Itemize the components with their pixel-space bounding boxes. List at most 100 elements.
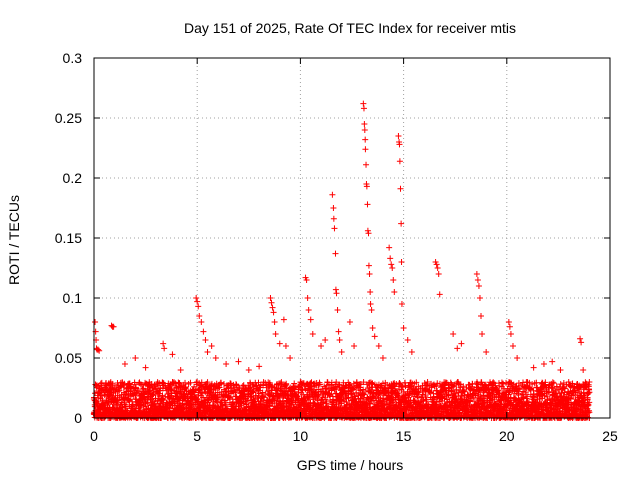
- data-point: [114, 397, 121, 404]
- data-point: [351, 343, 358, 349]
- y-tick-label: 0.05: [55, 350, 82, 366]
- y-tick-label: 0: [74, 410, 82, 426]
- data-point: [92, 319, 99, 325]
- data-point: [397, 185, 404, 192]
- data-point: [361, 127, 368, 133]
- y-tick-label: 0.15: [55, 230, 82, 246]
- data-points: [90, 100, 593, 421]
- data-point: [322, 337, 329, 343]
- data-point: [137, 381, 144, 388]
- data-point: [269, 304, 276, 311]
- data-point: [361, 121, 368, 127]
- data-point: [400, 325, 407, 331]
- data-point: [578, 339, 585, 346]
- data-point: [483, 349, 490, 355]
- x-tick-label: 15: [396, 428, 412, 444]
- data-point: [332, 250, 339, 257]
- data-point: [157, 384, 164, 391]
- data-point: [364, 201, 371, 208]
- data-point: [256, 363, 263, 370]
- x-tick-label: 20: [499, 428, 515, 444]
- data-point: [387, 255, 394, 262]
- data-point: [195, 303, 202, 310]
- data-point: [362, 136, 369, 143]
- data-point: [540, 361, 547, 367]
- data-point: [307, 316, 314, 323]
- y-tick-label: 0.2: [63, 170, 83, 186]
- data-point: [363, 161, 370, 168]
- data-point: [475, 283, 482, 289]
- data-point: [194, 298, 201, 305]
- x-tick-label: 0: [90, 428, 98, 444]
- data-point: [334, 307, 341, 313]
- data-point: [507, 331, 514, 337]
- data-point: [204, 349, 211, 355]
- data-point: [368, 307, 375, 313]
- data-point: [509, 343, 516, 349]
- data-point: [271, 319, 278, 325]
- data-point: [479, 331, 486, 337]
- data-point: [149, 392, 156, 399]
- x-axis-label: GPS time / hours: [297, 457, 404, 473]
- data-point: [514, 355, 521, 361]
- data-point: [436, 291, 443, 298]
- y-tick-label: 0.25: [55, 110, 82, 126]
- data-point: [506, 323, 513, 330]
- data-point: [388, 261, 395, 268]
- data-point: [160, 397, 167, 404]
- data-point: [304, 295, 311, 301]
- data-point: [270, 309, 277, 316]
- data-point: [366, 271, 373, 277]
- data-point: [338, 349, 345, 355]
- data-point: [193, 295, 200, 301]
- data-point: [362, 146, 369, 153]
- data-point: [208, 343, 215, 349]
- data-point: [404, 337, 411, 343]
- data-point: [223, 361, 230, 367]
- data-point: [305, 307, 312, 313]
- data-point: [360, 105, 367, 112]
- x-tick-label: 10: [293, 428, 309, 444]
- data-point: [195, 392, 202, 399]
- data-point: [474, 277, 481, 283]
- data-point: [336, 337, 343, 343]
- data-point: [395, 133, 402, 139]
- data-point: [198, 319, 205, 325]
- y-axis-label: ROTI / TECUs: [6, 195, 22, 285]
- data-point: [267, 295, 274, 301]
- data-point: [367, 301, 374, 307]
- data-point: [159, 379, 166, 386]
- data-point: [132, 355, 139, 361]
- data-point: [478, 313, 484, 319]
- data-point: [476, 295, 483, 301]
- data-point: [560, 380, 567, 387]
- data-point: [287, 355, 294, 361]
- data-point: [199, 390, 206, 397]
- data-point: [360, 100, 367, 107]
- data-point: [549, 358, 556, 365]
- data-point: [371, 333, 378, 340]
- data-point: [577, 335, 584, 342]
- data-point: [329, 191, 336, 198]
- data-point: [140, 385, 147, 392]
- data-point: [198, 379, 205, 386]
- data-point: [530, 364, 537, 371]
- data-point: [126, 380, 133, 387]
- data-point: [396, 158, 403, 165]
- data-point: [580, 367, 587, 373]
- data-point: [276, 340, 283, 347]
- data-point: [398, 220, 405, 227]
- data-point: [346, 319, 353, 325]
- data-point: [454, 345, 461, 352]
- data-point: [408, 349, 415, 355]
- data-point: [318, 343, 325, 349]
- y-tick-label: 0.3: [63, 50, 83, 66]
- data-point: [389, 265, 396, 271]
- data-point: [369, 325, 376, 331]
- data-point: [332, 286, 339, 293]
- data-point: [390, 277, 397, 283]
- data-point: [125, 396, 132, 403]
- data-point: [505, 319, 512, 325]
- data-point: [121, 361, 128, 367]
